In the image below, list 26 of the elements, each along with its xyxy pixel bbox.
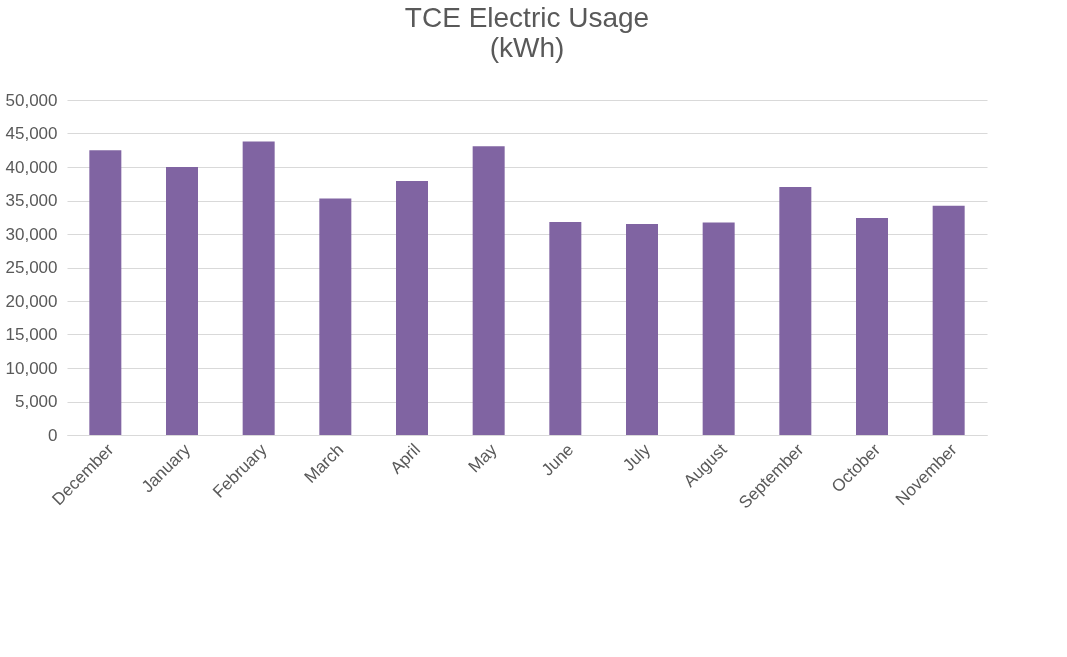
bar xyxy=(626,223,658,435)
y-tick-label: 20,000 xyxy=(5,291,58,311)
x-tick-label: July xyxy=(619,439,655,475)
bar xyxy=(779,187,812,435)
text: TCE Electric Usage xyxy=(404,2,650,33)
y-tick-label: 15,000 xyxy=(5,325,58,344)
bar xyxy=(472,146,505,435)
bar xyxy=(319,198,352,435)
y-tick-label: 30,000 xyxy=(5,224,58,244)
y-tick-label: 25,000 xyxy=(5,258,58,277)
bar xyxy=(166,167,198,435)
bar xyxy=(549,221,582,435)
bar xyxy=(856,217,888,435)
y-tick-label: 40,000 xyxy=(5,157,58,177)
bar xyxy=(932,205,965,435)
bar xyxy=(89,150,122,435)
bar xyxy=(702,222,735,435)
bar xyxy=(242,141,275,435)
text: (kWh) xyxy=(489,32,565,63)
y-tick-label: 45,000 xyxy=(5,124,58,143)
bar xyxy=(396,181,428,435)
y-tick-label: 50,000 xyxy=(5,90,58,110)
y-tick-label: 10,000 xyxy=(5,358,58,378)
y-tick-label: 0 xyxy=(48,425,58,445)
y-tick-label: 5,000 xyxy=(14,392,58,411)
y-tick-label: 35,000 xyxy=(5,191,58,210)
